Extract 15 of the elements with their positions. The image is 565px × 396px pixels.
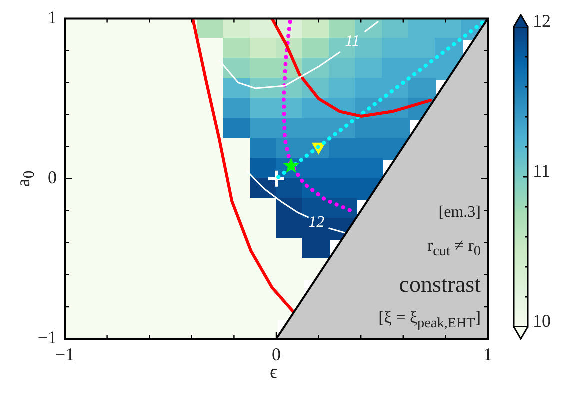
- y-tick-label: 1: [48, 8, 57, 28]
- series-label: 11: [345, 33, 360, 50]
- x-tick-label: 0: [272, 344, 281, 365]
- y-tick-label: 0: [48, 168, 57, 188]
- color-bar-label: 11: [533, 161, 550, 181]
- x-axis-title: ϵ: [270, 362, 278, 384]
- annotation: [em.3]: [438, 203, 481, 223]
- x-tick-label: 1: [484, 344, 492, 365]
- annotation: constrast: [398, 271, 481, 300]
- y-tick-label: −1: [38, 328, 57, 348]
- series-label: 12: [308, 214, 325, 232]
- annotation: [ξ = ξ$_{peak,EHT}$]: [378, 307, 481, 334]
- annotation: r$_{cut}$ ≠ r$_{0}$: [426, 235, 481, 262]
- color-bar-label: 10: [533, 311, 551, 331]
- color-bar-label: 12: [533, 11, 551, 31]
